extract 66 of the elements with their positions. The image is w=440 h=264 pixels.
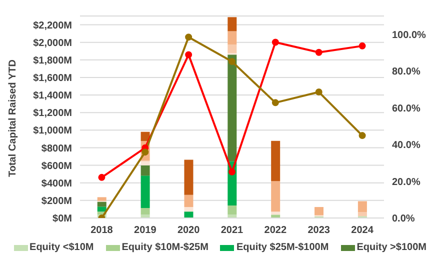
bar — [228, 214, 237, 218]
point — [185, 51, 192, 58]
y-tick-label: $2,200M — [33, 20, 72, 32]
bar — [271, 140, 280, 182]
bar — [140, 208, 150, 215]
point — [228, 58, 236, 66]
bar — [314, 207, 324, 216]
bar — [184, 160, 194, 195]
y-tick-label: $800M — [41, 143, 72, 154]
point — [98, 174, 106, 181]
bar — [184, 194, 194, 208]
bar — [228, 54, 237, 162]
x-tick-label: 2024 — [351, 225, 374, 236]
y-tick-label: $400M — [41, 178, 72, 190]
point — [272, 99, 279, 106]
point — [185, 34, 192, 41]
y-tick-label: $2,000M — [33, 38, 72, 49]
bar — [184, 207, 194, 212]
legend-label: Equity >$100M — [356, 242, 426, 253]
y2-tick-label: 60.0% — [392, 103, 420, 114]
x-tick-label: 2018 — [90, 225, 114, 236]
legend-label: Equity $10M-$25M — [120, 242, 208, 253]
bar — [97, 202, 106, 207]
y2-tick-label: 20.0% — [392, 176, 420, 188]
y-tick-label: $1,400M — [33, 90, 72, 102]
bar — [271, 214, 280, 218]
bar — [358, 212, 367, 216]
y-tick-label: $200M — [41, 196, 72, 207]
point — [358, 132, 366, 140]
bar — [140, 176, 150, 208]
bar — [140, 165, 150, 176]
y-axis-title: Total Capital Raised YTD — [8, 60, 19, 177]
y-tick-label: $1,200M — [33, 108, 72, 120]
bar — [228, 31, 237, 45]
bar — [97, 206, 106, 212]
x-tick-label: 2021 — [220, 225, 244, 236]
bar — [228, 44, 237, 54]
bar — [228, 206, 237, 215]
y-tick-label: $1,000M — [33, 126, 72, 137]
bar — [228, 17, 237, 32]
y2-tick-label: 100.0% — [392, 30, 426, 41]
point — [358, 42, 366, 50]
bar — [358, 201, 367, 212]
bar — [184, 212, 194, 218]
point — [315, 88, 322, 96]
x-tick-label: 2019 — [134, 225, 157, 236]
x-tick-label: 2020 — [177, 225, 200, 236]
bar — [140, 161, 150, 166]
point — [272, 38, 279, 46]
y-tick-label: $600M — [41, 160, 72, 172]
y2-tick-label: 40.0% — [392, 140, 420, 152]
bar — [97, 197, 106, 201]
x-tick-label: 2022 — [264, 225, 287, 236]
bar — [140, 214, 150, 218]
x-tick-label: 2023 — [308, 225, 330, 236]
y-tick-label: $1,600M — [33, 73, 72, 84]
y2-tick-label: 0.0% — [392, 214, 415, 225]
legend-label: Equity <$10M — [28, 242, 94, 253]
bar — [271, 181, 280, 212]
y2-tick-label: 80.0% — [392, 66, 420, 78]
y-tick-label: $0M — [52, 214, 72, 225]
y-tick-label: $1,800M — [33, 55, 72, 66]
point — [228, 168, 236, 176]
legend-label: Equity $25M-$100M — [235, 242, 329, 253]
bar — [271, 212, 280, 215]
point — [315, 48, 322, 56]
